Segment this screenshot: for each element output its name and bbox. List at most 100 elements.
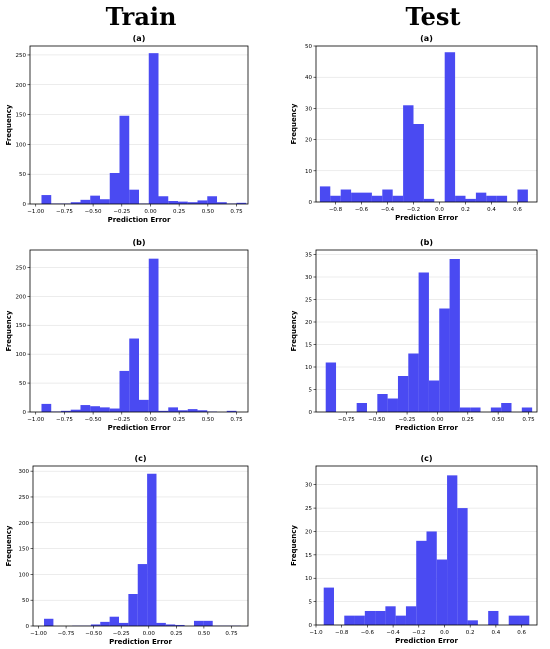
x-tick-label: 0.25 <box>170 631 183 637</box>
histogram-bar <box>344 615 355 625</box>
y-tick-label: 10 <box>305 169 312 175</box>
x-tick-label: −0.25 <box>113 209 130 215</box>
histogram-bar <box>60 410 71 412</box>
x-tick-label: 0.75 <box>230 417 243 423</box>
y-axis-label: Frequency <box>290 103 298 144</box>
x-tick-label: −1.00 <box>27 209 44 215</box>
y-tick-label: 100 <box>16 352 27 358</box>
x-axis-label: Prediction Error <box>108 424 171 432</box>
x-tick-label: −0.8 <box>329 207 343 213</box>
histogram-bar <box>187 202 198 204</box>
histogram-bar <box>137 564 148 626</box>
histogram-bar <box>119 370 130 412</box>
histogram-bar <box>128 594 138 626</box>
x-axis-label: Prediction Error <box>395 637 458 645</box>
train-histogram-a: −1.00 −0.75 −0.50 −0.25 0.00 0.25 0.50 0.75 0 50 1… <box>5 34 249 224</box>
x-tick-label: 0.00 <box>143 631 156 637</box>
x-tick-label: −0.8 <box>335 630 349 636</box>
x-tick-label: −0.75 <box>56 417 73 423</box>
y-tick-label: 0 <box>309 200 313 206</box>
histogram-bar <box>178 410 188 412</box>
histogram-bar <box>382 189 393 202</box>
plot-frame <box>315 465 538 626</box>
x-tick-label: 0.6 <box>513 207 522 213</box>
y-tick-label: 100 <box>19 572 30 578</box>
x-tick-label: 0.25 <box>173 209 186 215</box>
histogram-bar <box>467 620 478 625</box>
y-tick-label: 50 <box>22 598 29 604</box>
test-column-title: Test <box>405 2 461 31</box>
x-tick-label: 0.50 <box>492 417 505 423</box>
x-tick-label: 0.4 <box>492 630 501 636</box>
histogram-bar <box>457 508 468 625</box>
histogram-bar <box>351 192 362 202</box>
histogram-bar <box>375 610 386 625</box>
histogram-bar <box>156 622 166 626</box>
histogram-bar <box>99 199 110 204</box>
histogram-bar <box>354 615 365 625</box>
histogram-bar <box>395 615 406 625</box>
x-tick-label: 0.0 <box>435 207 444 213</box>
train-histogram-b: −1.00 −0.75 −0.50 −0.25 0.00 0.25 0.50 0.75 0 50 1… <box>5 238 249 432</box>
histogram-bar <box>323 587 334 625</box>
train-column-title: Train <box>105 2 177 31</box>
histogram-bar <box>356 403 367 412</box>
histogram-bar <box>109 408 120 412</box>
test-histogram-a: −0.8 −0.6 −0.4 −0.2 0.0 0.2 0.4 0.6 0 10 20 30 40 50 (… <box>290 34 538 222</box>
x-tick-label: 0.0 <box>440 630 449 636</box>
plot-frame <box>315 249 538 413</box>
histogram-bar <box>139 399 149 412</box>
histogram-bar <box>423 198 435 202</box>
x-tick-label: 0.50 <box>198 631 211 637</box>
histogram-bar <box>377 394 388 412</box>
y-tick-label: 50 <box>19 381 26 387</box>
y-tick-label: 250 <box>19 495 30 501</box>
histogram-bar <box>418 272 429 412</box>
x-axis-label: Prediction Error <box>395 424 458 432</box>
x-tick-label: −0.50 <box>85 631 102 637</box>
histogram-bar <box>405 606 417 625</box>
y-tick-label: 100 <box>16 142 27 148</box>
histogram-bar <box>178 201 188 204</box>
y-axis-label: Frequency <box>5 525 13 566</box>
histogram-bar <box>501 403 512 412</box>
y-tick-label: 20 <box>305 320 312 326</box>
y-tick-label: 30 <box>305 106 312 112</box>
histogram-bar <box>387 398 398 412</box>
y-tick-label: 0 <box>309 623 313 629</box>
plot-frame <box>29 45 249 205</box>
histogram-bar <box>100 621 110 626</box>
y-tick-label: 40 <box>305 75 312 81</box>
histogram-bar <box>428 380 440 412</box>
histogram-bar <box>197 410 208 412</box>
x-tick-label: −1.0 <box>309 630 323 636</box>
x-tick-label: −0.2 <box>407 207 420 213</box>
histogram-bar <box>158 196 169 204</box>
panel-title: (b) <box>420 238 433 247</box>
histogram-bar <box>70 409 81 412</box>
histogram-bar <box>217 202 227 204</box>
histogram-bar <box>436 559 448 625</box>
y-tick-label: 200 <box>16 83 27 89</box>
x-axis-label: Prediction Error <box>395 214 458 222</box>
y-tick-label: 50 <box>305 44 312 50</box>
histogram-bar <box>486 195 497 202</box>
y-axis-label: Frequency <box>5 104 13 145</box>
histogram-bar <box>90 624 101 626</box>
y-tick-label: 0 <box>23 202 27 208</box>
histogram-bar <box>465 198 476 202</box>
x-tick-label: −0.50 <box>85 209 102 215</box>
x-tick-label: 0.75 <box>522 417 535 423</box>
x-axis-label: Prediction Error <box>108 216 171 224</box>
y-tick-label: 200 <box>16 294 27 300</box>
histogram-bar <box>99 407 110 412</box>
x-tick-label: −1.00 <box>27 417 44 423</box>
x-tick-label: 0.6 <box>517 630 526 636</box>
x-tick-label: 0.00 <box>144 417 157 423</box>
histogram-bar <box>517 189 528 202</box>
histogram-bar <box>426 531 437 625</box>
x-tick-label: 0.2 <box>466 630 475 636</box>
histogram-bar <box>109 172 120 204</box>
histogram-bar <box>197 200 208 204</box>
histogram-bar <box>447 475 458 625</box>
